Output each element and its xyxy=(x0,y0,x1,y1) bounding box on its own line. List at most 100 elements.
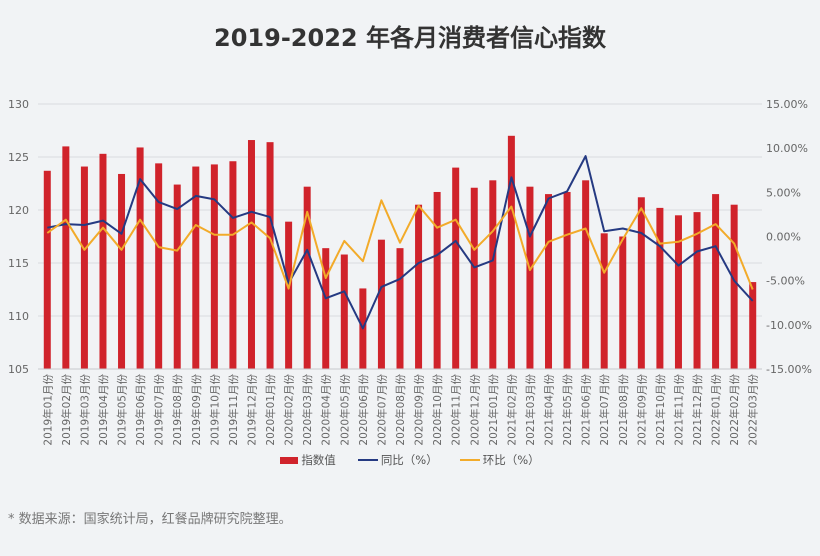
x-axis-tick-label: 2019年06月份 xyxy=(134,374,147,446)
bar-index-value xyxy=(582,180,590,369)
chart-legend: 指数值 同比（%） 环比（%） xyxy=(0,452,820,468)
x-axis-tick-label: 2021年04月份 xyxy=(543,374,556,446)
legend-swatch-bar xyxy=(280,456,299,464)
bar-index-value xyxy=(712,194,720,369)
y-axis-tick-right: 5.00% xyxy=(766,186,801,199)
y-axis-tick-right: -5.00% xyxy=(766,275,805,288)
x-axis-tick-label: 2021年10月份 xyxy=(654,374,667,446)
bar-index-value xyxy=(674,215,682,369)
bar-index-value xyxy=(136,147,144,369)
legend-item-yoy: 同比（%） xyxy=(357,452,438,468)
x-axis-tick-label: 2020年03月份 xyxy=(301,374,314,446)
x-axis-tick-label: 2021年05月份 xyxy=(561,374,574,446)
y-axis-tick-right: 0.00% xyxy=(766,231,801,244)
bar-index-value xyxy=(637,197,645,369)
x-axis-tick-label: 2019年10月份 xyxy=(208,374,221,446)
chart-plot-area: 105 110 115 120 125 130 -15.00% -10.00% -5.00% 0.… xyxy=(8,98,812,446)
bar-index-value xyxy=(247,140,255,369)
legend-item-index: 指数值 xyxy=(280,452,336,468)
line-mom xyxy=(46,199,754,290)
y-axis-tick-left: 110 xyxy=(8,310,29,323)
y-axis-tick-right: -15.00% xyxy=(766,363,812,376)
bar-index-value xyxy=(118,173,126,369)
bar-index-value xyxy=(210,164,218,369)
bar-index-value xyxy=(619,236,627,369)
bar-index-value xyxy=(415,204,423,369)
x-axis-tick-label: 2019年12月份 xyxy=(245,374,258,446)
bar-index-value xyxy=(730,204,738,369)
bar-index-value xyxy=(452,167,460,369)
x-axis-tick-label: 2020年06月份 xyxy=(357,374,370,446)
y-axis-tick-left: 120 xyxy=(8,204,29,217)
x-axis-tick-label: 2019年09月份 xyxy=(190,374,203,446)
x-axis-tick-label: 2019年11月份 xyxy=(227,374,240,446)
bar-index-value xyxy=(489,180,497,369)
x-axis-tick-label: 2021年08月份 xyxy=(617,374,630,446)
x-axis-tick-label: 2019年01月份 xyxy=(41,374,54,446)
legend-label-index: 指数值 xyxy=(301,453,336,467)
bar-index-value xyxy=(303,186,311,369)
x-axis-tick-label: 2021年02月份 xyxy=(505,374,518,446)
x-axis-tick-label: 2019年04月份 xyxy=(97,374,110,446)
y-axis-tick-left: 125 xyxy=(8,151,29,164)
x-axis-tick-label: 2020年02月份 xyxy=(283,374,296,446)
y-axis-tick-left: 105 xyxy=(8,363,29,376)
y-axis-tick-right: 10.00% xyxy=(766,142,808,155)
bar-index-value xyxy=(80,166,88,369)
x-axis-tick-label: 2020年09月份 xyxy=(413,374,426,446)
x-axis-tick-label: 2021年03月份 xyxy=(524,374,537,446)
bar-index-value xyxy=(340,254,348,369)
x-axis-tick-label: 2020年07月份 xyxy=(375,374,388,446)
y-axis-tick-right: -10.00% xyxy=(766,319,812,332)
bar-index-value xyxy=(526,186,534,369)
y-axis-tick-left: 115 xyxy=(8,257,29,270)
bar-index-value xyxy=(563,191,571,369)
x-axis-tick-label: 2019年05月份 xyxy=(116,374,129,446)
x-axis-tick-label: 2020年10月份 xyxy=(431,374,444,446)
x-axis-tick-label: 2022年02月份 xyxy=(728,374,741,446)
legend-item-mom: 环比（%） xyxy=(459,452,540,468)
bar-index-value xyxy=(43,170,51,369)
bar-index-value xyxy=(656,207,664,369)
y-axis-tick-left: 130 xyxy=(8,98,29,111)
x-axis-tick-label: 2020年12月份 xyxy=(468,374,481,446)
bar-index-value xyxy=(155,163,163,369)
x-axis-tick-label: 2021年12月份 xyxy=(691,374,704,446)
x-axis-tick-label: 2020年08月份 xyxy=(394,374,407,446)
chart-title: 2019-2022 年各月消费者信心指数 xyxy=(214,24,606,52)
x-axis-tick-label: 2022年03月份 xyxy=(747,374,760,446)
x-axis-tick-label: 2021年11月份 xyxy=(672,374,685,446)
x-axis-tick-label: 2020年04月份 xyxy=(320,374,333,446)
x-axis-tick-label: 2021年09月份 xyxy=(635,374,648,446)
source-note: * 数据来源：国家统计局，红餐品牌研究院整理。 xyxy=(8,512,292,527)
bar-index-value xyxy=(192,166,200,369)
bar-index-value xyxy=(600,233,608,369)
y-axis-tick-right: 15.00% xyxy=(766,98,808,111)
legend-label-mom: 环比（%） xyxy=(482,453,540,467)
x-axis-tick-label: 2020年01月份 xyxy=(264,374,277,446)
bar-index-value xyxy=(229,161,237,369)
x-axis-tick-label: 2019年02月份 xyxy=(60,374,73,446)
bar-index-value xyxy=(99,153,107,369)
x-axis-tick-label: 2019年03月份 xyxy=(78,374,91,446)
x-axis-tick-label: 2020年11月份 xyxy=(450,374,463,446)
bar-index-value xyxy=(266,142,274,369)
bar-index-value xyxy=(433,191,441,369)
legend-swatch-yoy-line xyxy=(357,459,378,461)
line-yoy xyxy=(47,155,754,330)
bar-index-value xyxy=(62,146,70,369)
x-axis-tick-label: 2019年07月份 xyxy=(153,374,166,446)
legend-swatch-mom-line xyxy=(459,459,480,461)
bar-index-value xyxy=(693,212,701,369)
x-axis-tick-label: 2022年01月份 xyxy=(710,374,723,446)
bar-index-value xyxy=(507,135,515,369)
x-axis-tick-label: 2021年07月份 xyxy=(598,374,611,446)
x-axis-tick-label: 2019年08月份 xyxy=(171,374,184,446)
bar-index-value xyxy=(173,184,181,369)
legend-label-yoy: 同比（%） xyxy=(380,453,438,467)
x-axis-tick-label: 2021年01月份 xyxy=(487,374,500,446)
x-axis-tick-label: 2020年05月份 xyxy=(338,374,351,446)
x-axis-tick-label: 2021年06月份 xyxy=(580,374,593,446)
bar-index-value xyxy=(322,248,330,369)
bar-index-value xyxy=(749,282,757,369)
